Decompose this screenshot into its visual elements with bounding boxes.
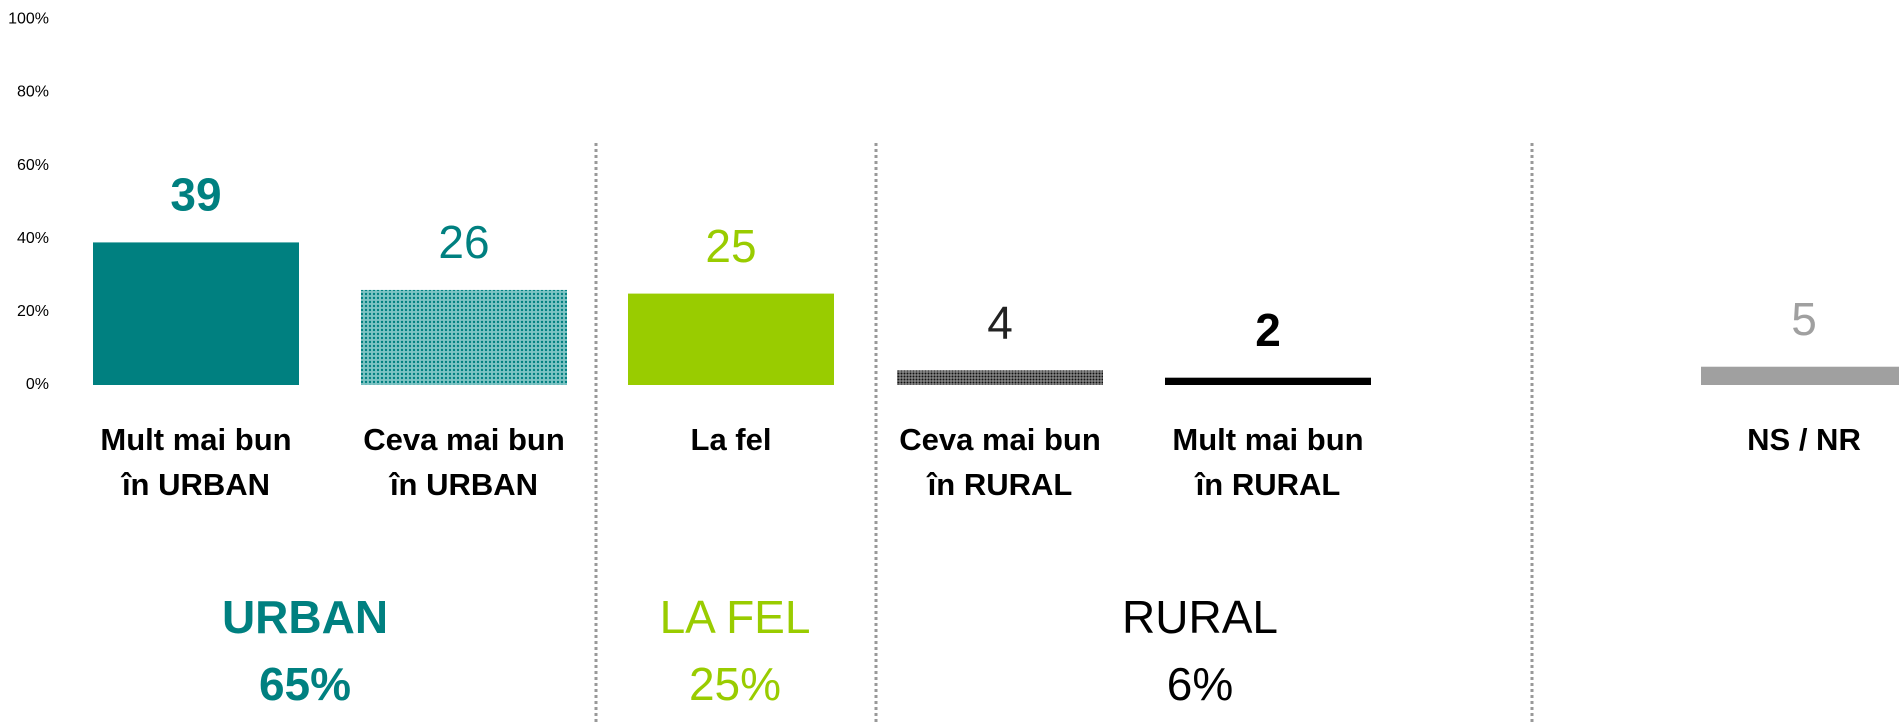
bar bbox=[1701, 366, 1899, 385]
y-tick-label: 100% bbox=[8, 11, 49, 28]
y-tick-label: 80% bbox=[17, 84, 49, 101]
group-name: RURAL bbox=[1122, 591, 1278, 643]
y-tick-label: 20% bbox=[17, 303, 49, 320]
x-tick-label-line: Mult mai bun bbox=[100, 422, 291, 457]
group-value: 25% bbox=[689, 658, 781, 710]
data-label: 5 bbox=[1791, 293, 1817, 345]
bar bbox=[93, 242, 299, 385]
group-name: LA FEL bbox=[660, 591, 811, 643]
data-label: 39 bbox=[170, 169, 221, 221]
y-tick-label: 0% bbox=[26, 376, 49, 393]
bar bbox=[897, 370, 1103, 385]
x-tick-label-line: în RURAL bbox=[1194, 467, 1341, 502]
x-tick-label: La fel bbox=[691, 422, 772, 457]
x-tick-label-line: Ceva mai bun bbox=[899, 422, 1101, 457]
x-tick-label: NS / NR bbox=[1747, 422, 1861, 457]
separators bbox=[594, 143, 1534, 722]
bar bbox=[361, 289, 567, 385]
data-label: 4 bbox=[987, 297, 1013, 349]
data-label: 26 bbox=[438, 216, 489, 268]
data-label: 2 bbox=[1255, 304, 1281, 356]
x-tick-label: Ceva mai bun în RURAL bbox=[899, 422, 1101, 502]
y-tick-label: 40% bbox=[17, 230, 49, 247]
group-value: 65% bbox=[259, 658, 351, 710]
group-value: 6% bbox=[1167, 658, 1233, 710]
x-tick-label-line: La fel bbox=[691, 422, 772, 457]
x-tick-label-line: în URBAN bbox=[120, 467, 270, 502]
x-tick-label-line: Mult mai bun bbox=[1172, 422, 1363, 457]
bar bbox=[628, 293, 834, 385]
x-tick-label: Mult mai bun în RURAL bbox=[1172, 422, 1363, 502]
x-tick-label-line: Ceva mai bun bbox=[363, 422, 565, 457]
x-tick-label-line: NS / NR bbox=[1747, 422, 1861, 457]
group-name: URBAN bbox=[222, 591, 388, 643]
x-tick-label: Mult mai bun în URBAN bbox=[100, 422, 291, 502]
x-tick-label-line: în RURAL bbox=[926, 467, 1073, 502]
data-label: 25 bbox=[705, 220, 756, 272]
y-tick-label: 60% bbox=[17, 157, 49, 174]
x-tick-label-line: în URBAN bbox=[388, 467, 538, 502]
bar bbox=[1165, 377, 1371, 385]
x-tick-label: Ceva mai bun în URBAN bbox=[363, 422, 565, 502]
